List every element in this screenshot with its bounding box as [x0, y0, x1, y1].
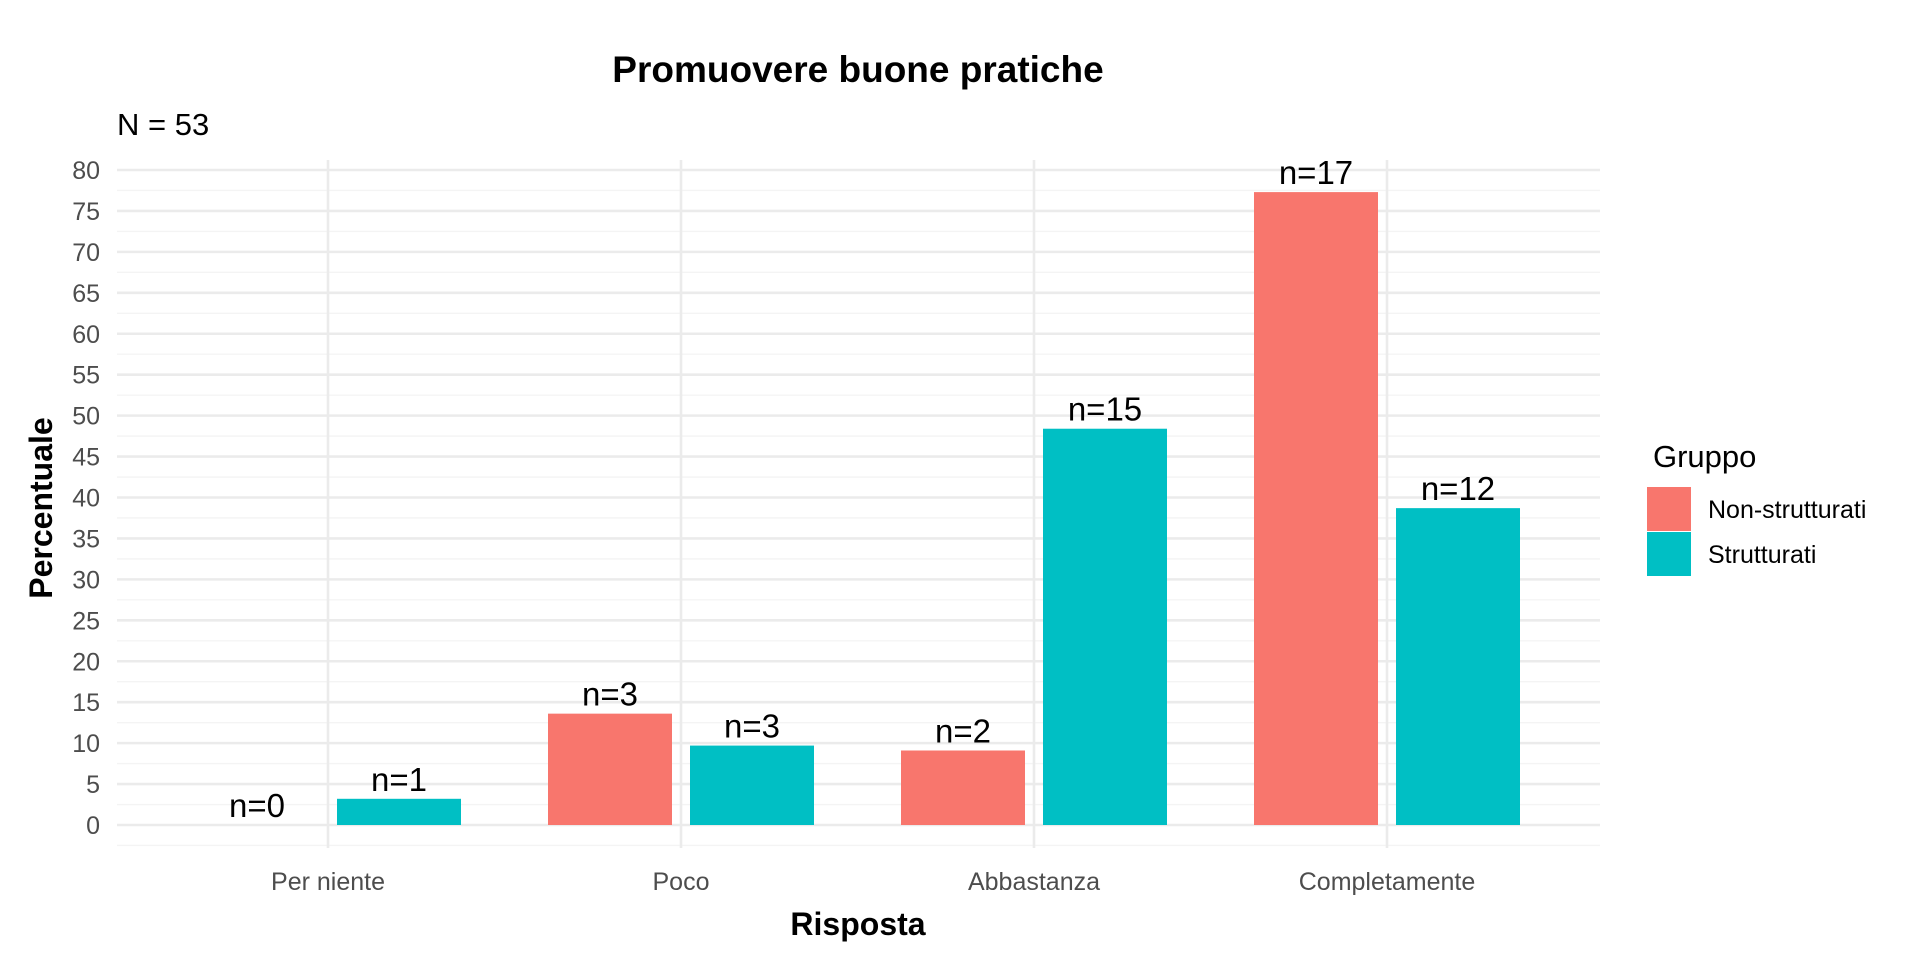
y-axis-ticks: 0 5 10 15 20 25 30 35 40 45 50 55 60 65 70 75 80 [72, 157, 100, 840]
bar-label: n=3 [582, 676, 638, 713]
y-tick-label: 10 [72, 730, 100, 758]
y-tick-label: 80 [72, 157, 100, 185]
bar [1396, 508, 1520, 825]
legend-label: Strutturati [1708, 541, 1816, 569]
bar-labels: n=0 n=3 n=2 n=17 n=1 n=3 n=15 n=12 [229, 154, 1495, 824]
legend-label: Non-strutturati [1708, 496, 1866, 524]
bar [337, 798, 461, 825]
x-tick-label: Poco [653, 868, 710, 896]
y-tick-label: 55 [72, 362, 100, 390]
bar-label: n=2 [935, 712, 991, 749]
x-axis-ticks: Per niente Poco Abbastanza Completamente [271, 868, 1475, 896]
x-tick-label: Abbastanza [968, 868, 1100, 896]
bar-label: n=0 [229, 787, 285, 824]
bar [1043, 428, 1167, 825]
y-tick-label: 40 [72, 485, 100, 513]
y-axis-title: Percentuale [23, 417, 59, 598]
y-tick-label: 75 [72, 198, 100, 226]
y-tick-label: 25 [72, 607, 100, 635]
chart-title: Promuovere buone pratiche [612, 49, 1103, 90]
bar-label: n=1 [371, 761, 427, 798]
bar [1254, 192, 1378, 825]
y-tick-label: 15 [72, 689, 100, 717]
y-tick-label: 0 [86, 812, 100, 840]
bar [548, 713, 672, 825]
y-tick-label: 65 [72, 280, 100, 308]
bar-label: n=17 [1279, 154, 1353, 191]
legend: Gruppo Non-strutturati Strutturati [1647, 439, 1866, 576]
x-tick-label: Completamente [1299, 868, 1475, 896]
legend-title: Gruppo [1653, 439, 1756, 474]
y-tick-label: 30 [72, 566, 100, 594]
y-tick-label: 35 [72, 525, 100, 553]
bar-label: n=15 [1068, 391, 1142, 428]
chart-subtitle: N = 53 [117, 107, 209, 142]
y-tick-label: 60 [72, 321, 100, 349]
y-tick-label: 45 [72, 444, 100, 472]
x-axis-title: Risposta [790, 906, 925, 942]
bar [690, 745, 814, 825]
x-tick-label: Per niente [271, 868, 385, 896]
bar [901, 750, 1025, 825]
y-tick-label: 50 [72, 403, 100, 431]
legend-swatch [1647, 532, 1691, 576]
y-tick-label: 70 [72, 239, 100, 267]
legend-swatch [1647, 487, 1691, 531]
bar-label: n=3 [724, 708, 780, 745]
y-tick-label: 20 [72, 648, 100, 676]
bars [337, 192, 1520, 825]
y-tick-label: 5 [86, 771, 100, 799]
bar-label: n=12 [1421, 470, 1495, 507]
